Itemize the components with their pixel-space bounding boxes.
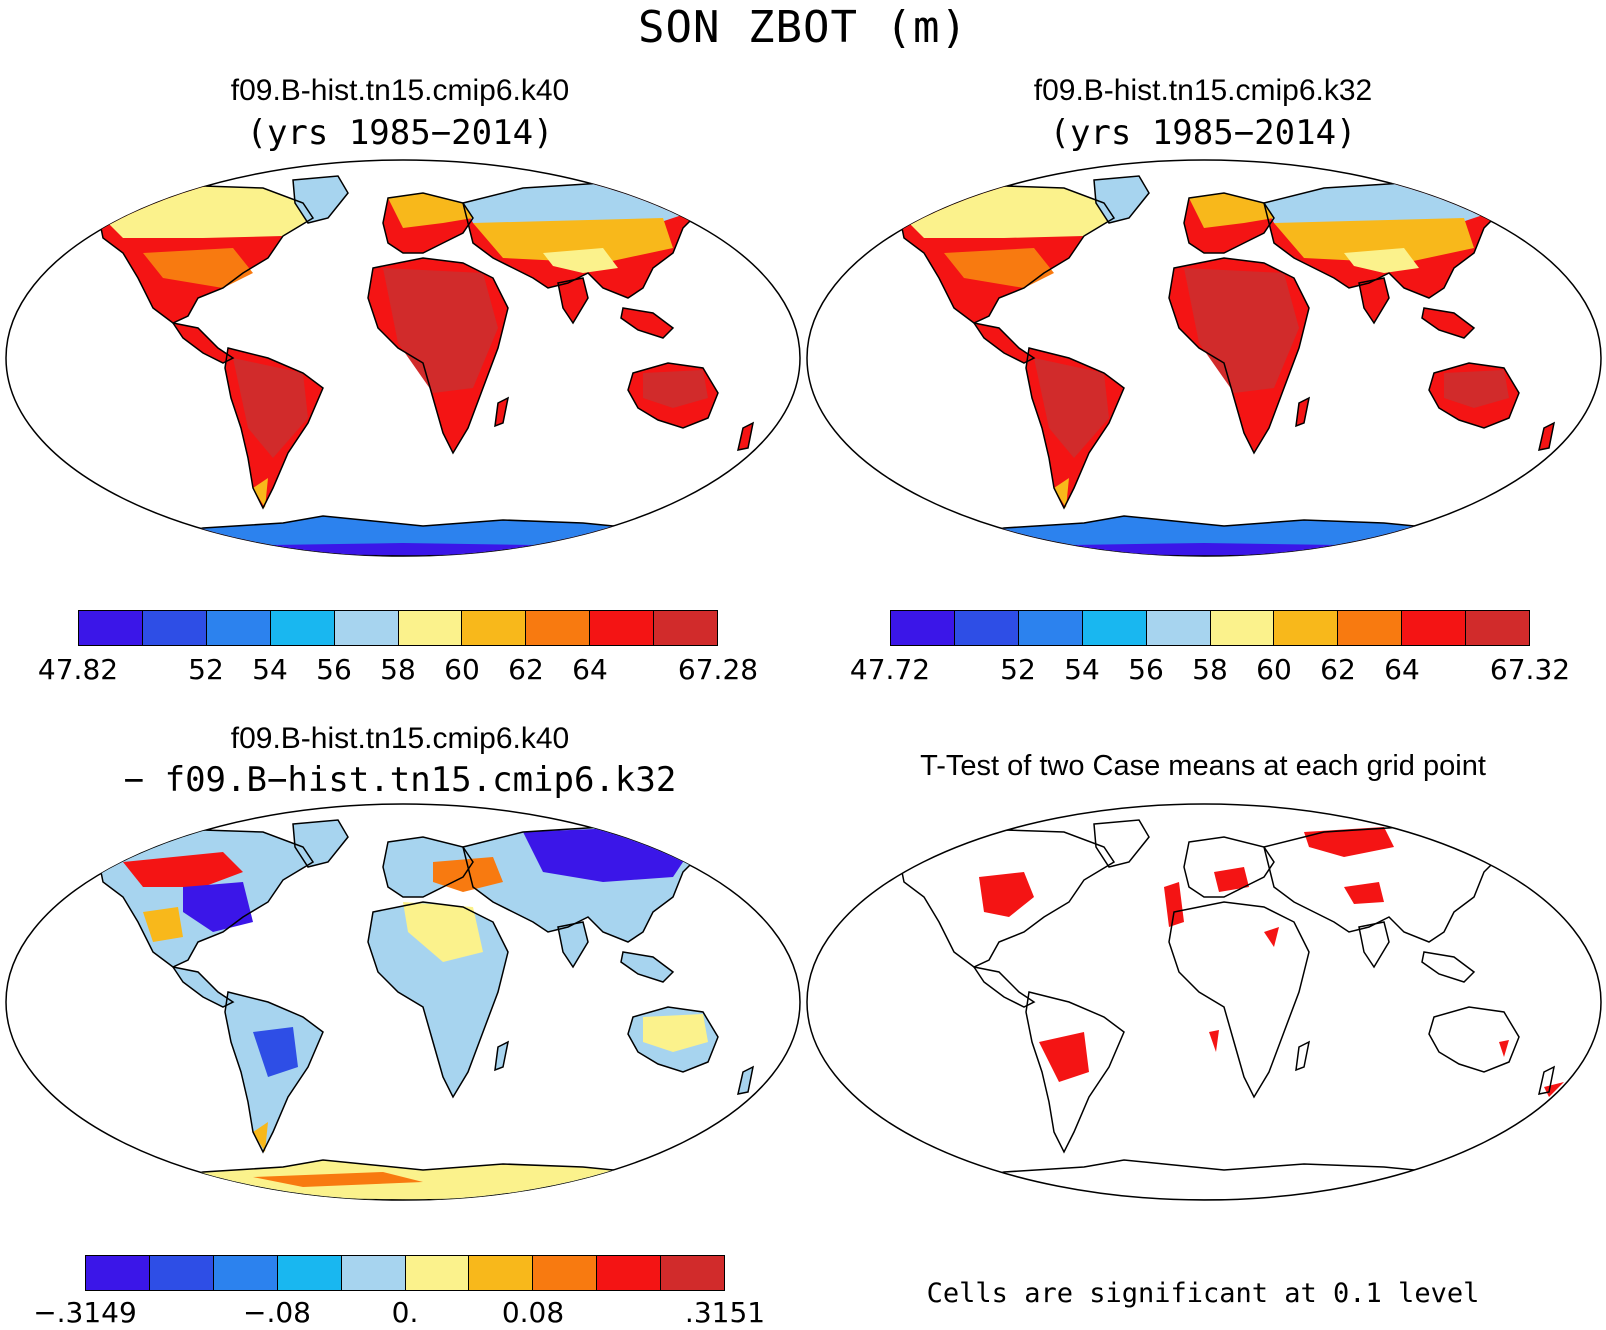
colorbar-case-k32 (890, 610, 1530, 646)
colorbar-tick-label: 47.82 (37, 653, 119, 686)
colorbar-swatch (1338, 611, 1403, 645)
colorbar-swatch (1466, 611, 1530, 645)
colorbar-tick-label: 0.08 (501, 1296, 565, 1329)
colorbar-swatch (405, 1256, 470, 1290)
colorbar-tick-label: 67.32 (1489, 653, 1571, 686)
colorbar-swatch (590, 611, 655, 645)
colorbar-swatch (661, 1256, 725, 1290)
colorbar-swatch (277, 1256, 342, 1290)
figure-title: SON ZBOT (m) (638, 2, 968, 53)
colorbar-tick-label: 56 (1128, 653, 1164, 686)
colorbar-tick-label: 0. (391, 1296, 419, 1329)
colorbar-tick-label: 62 (1320, 653, 1356, 686)
colorbar-tick-label: 58 (1192, 653, 1228, 686)
colorbar-tick-label: 58 (380, 653, 416, 686)
colorbar-tick-label: 54 (1064, 653, 1100, 686)
panel-4-title: T-Test of two Case means at each grid po… (920, 750, 1486, 782)
colorbar-swatch (597, 1256, 662, 1290)
colorbar-tick-label: 60 (1256, 653, 1292, 686)
colorbar-tick-label: 62 (508, 653, 544, 686)
colorbar-swatch (213, 1256, 278, 1290)
panel-3-subtitle: − f09.B−hist.tn15.cmip6.k32 (123, 760, 677, 800)
colorbar-swatch (270, 611, 335, 645)
panel-1-subtitle: (yrs 1985−2014) (246, 113, 554, 153)
colorbar-swatch (1274, 611, 1339, 645)
colorbar-swatch (341, 1256, 406, 1290)
panel-3-title: f09.B-hist.tn15.cmip6.k40 (230, 722, 570, 755)
panel-1-title: f09.B-hist.tn15.cmip6.k40 (230, 74, 570, 107)
colorbar-swatch (533, 1256, 598, 1290)
colorbar-tick-label: 52 (1000, 653, 1036, 686)
colorbar-swatch (86, 1256, 150, 1290)
colorbar-swatch (526, 611, 591, 645)
map-ttest (806, 803, 1602, 1201)
colorbar-difference (85, 1255, 725, 1291)
colorbar-tick-label: 60 (444, 653, 480, 686)
colorbar-swatch (1210, 611, 1275, 645)
colorbar-case-k40-labels: 47.82 52 54 56 58 60 62 64 67.28 (38, 653, 758, 687)
colorbar-swatch (469, 1256, 534, 1290)
colorbar-tick-label: 52 (188, 653, 224, 686)
colorbar-tick-label: 67.28 (677, 653, 759, 686)
colorbar-swatch (954, 611, 1019, 645)
colorbar-tick-label: 64 (1384, 653, 1420, 686)
panel-2-subtitle: (yrs 1985−2014) (1049, 113, 1357, 153)
colorbar-swatch (654, 611, 718, 645)
colorbar-tick-label: 56 (316, 653, 352, 686)
colorbar-swatch (1146, 611, 1211, 645)
colorbar-case-k32-labels: 47.72 52 54 56 58 60 62 64 67.32 (850, 653, 1570, 687)
colorbar-swatch (79, 611, 143, 645)
colorbar-swatch (1402, 611, 1467, 645)
colorbar-tick-label: 64 (572, 653, 608, 686)
colorbar-swatch (334, 611, 399, 645)
colorbar-tick-label: −.3149 (33, 1296, 137, 1329)
colorbar-swatch (891, 611, 955, 645)
significance-note: Cells are significant at 0.1 level (926, 1278, 1480, 1309)
panel-2-title: f09.B-hist.tn15.cmip6.k32 (1033, 74, 1373, 107)
colorbar-tick-label: 54 (252, 653, 288, 686)
map-case-k32 (806, 159, 1602, 557)
colorbar-swatch (1082, 611, 1147, 645)
colorbar-swatch (1018, 611, 1083, 645)
colorbar-tick-label: 47.72 (849, 653, 931, 686)
colorbar-swatch (142, 611, 207, 645)
colorbar-tick-label: .3151 (684, 1296, 766, 1329)
colorbar-tick-label: −.08 (243, 1296, 311, 1329)
map-difference (5, 803, 801, 1201)
colorbar-difference-labels: −.3149 −.08 0. 0.08 .3151 (33, 1296, 765, 1330)
colorbar-case-k40 (78, 610, 718, 646)
colorbar-swatch (462, 611, 527, 645)
colorbar-swatch (149, 1256, 214, 1290)
colorbar-swatch (398, 611, 463, 645)
map-case-k40 (5, 159, 801, 557)
colorbar-swatch (206, 611, 271, 645)
